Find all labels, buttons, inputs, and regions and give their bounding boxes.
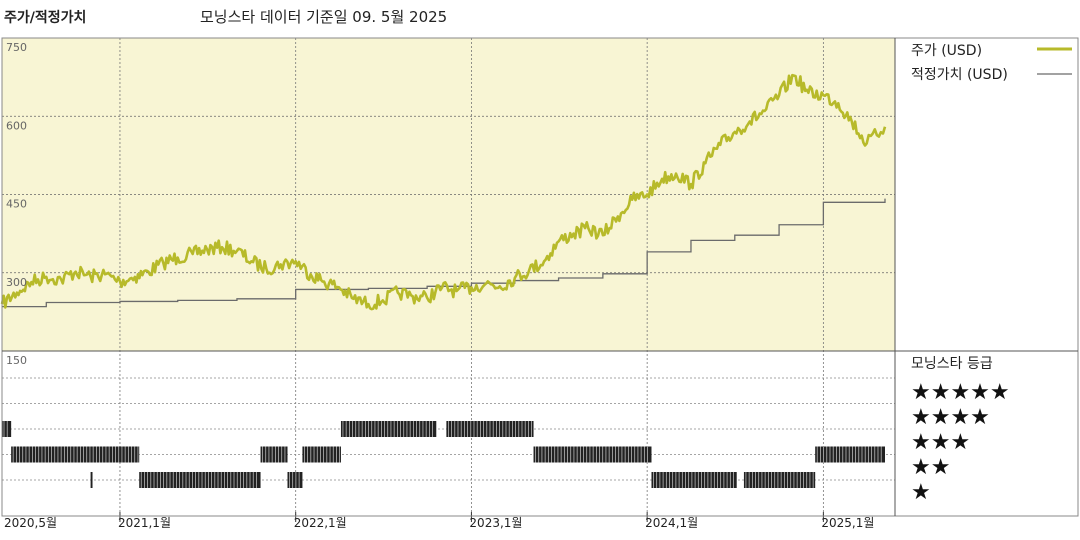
x-tick-label: 2021,1월 <box>118 516 171 530</box>
x-tick-label: 2025,1월 <box>821 516 874 530</box>
legend: 주가 (USD) 적정가치 (USD) <box>911 43 1072 83</box>
rating-period-bar <box>139 472 261 488</box>
rating-period-bar <box>287 472 303 488</box>
y-tick-label: 750 <box>6 41 27 54</box>
rating-bars <box>2 421 885 488</box>
rating-legend-title: 모닝스타 등급 <box>911 356 993 372</box>
rating-period-bar <box>90 472 93 488</box>
rating-period-bar <box>302 446 341 463</box>
x-tick-label: 2024,1월 <box>645 516 698 530</box>
axis-ticks: 150 300 450 600 750 2020,5월 2021,1월 2022,1월 2023… <box>4 41 874 530</box>
rating-period-bar <box>260 446 288 463</box>
rating-3-stars: ★★★ <box>911 430 970 455</box>
rating-legend: 모닝스타 등급 ★★★★★ ★★★★ ★★★ ★★ ★ <box>911 356 1010 505</box>
y-tick-label: 450 <box>6 198 27 211</box>
y-tick-label: 150 <box>6 354 27 367</box>
y-tick-label: 600 <box>6 119 27 132</box>
rating-period-bar <box>11 446 140 463</box>
legend-fair-value-label: 적정가치 (USD) <box>911 67 1008 83</box>
y-tick-label: 300 <box>6 276 27 289</box>
rating-period-bar <box>743 472 816 488</box>
x-tick-label: 2023,1월 <box>469 516 522 530</box>
rating-period-bar <box>651 472 737 488</box>
rating-period-bar <box>533 446 652 463</box>
rating-4-stars: ★★★★ <box>911 405 990 430</box>
rating-period-bar <box>446 421 534 437</box>
legend-price-label: 주가 (USD) <box>911 43 982 59</box>
chart-subtitle: 모닝스타 데이터 기준일 09. 5월 2025 <box>200 8 447 26</box>
rating-period-bar <box>2 421 12 437</box>
rating-period-bar <box>815 446 885 463</box>
price-line <box>0 73 887 311</box>
x-tick-label: 2022,1월 <box>294 516 347 530</box>
rating-5-stars: ★★★★★ <box>911 380 1010 405</box>
rating-period-bar <box>340 421 437 437</box>
rating-1-star: ★ <box>911 480 931 505</box>
chart-title: 주가/적정가치 <box>4 9 86 26</box>
x-tick-label: 2020,5월 <box>4 516 57 530</box>
series-lines <box>0 73 887 311</box>
plot-frame <box>1 37 1079 517</box>
rating-2-stars: ★★ <box>911 455 950 480</box>
